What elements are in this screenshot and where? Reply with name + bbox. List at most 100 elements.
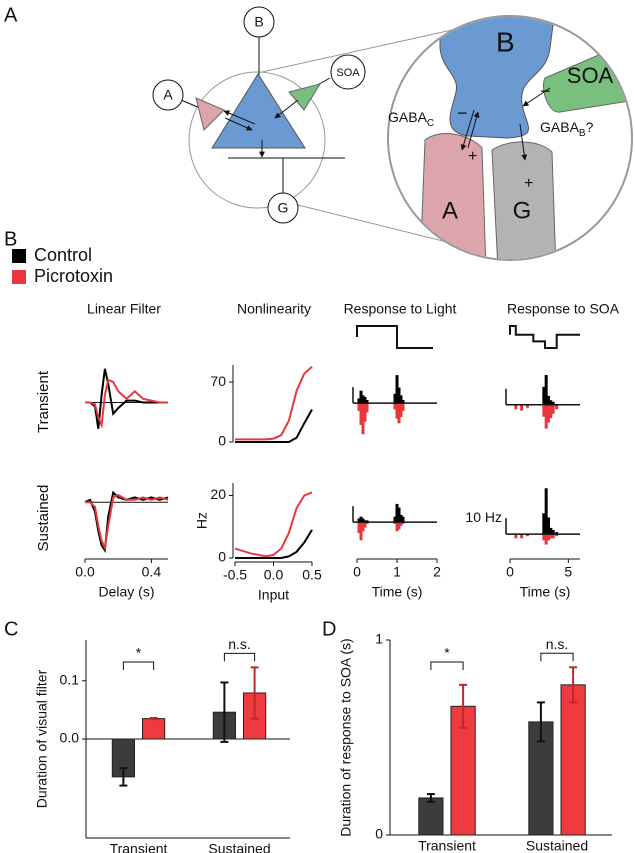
node bbox=[267, 192, 299, 224]
psth-bar bbox=[359, 390, 363, 404]
psth-bar bbox=[544, 488, 548, 535]
trace bbox=[235, 409, 313, 443]
psth-bar bbox=[542, 513, 546, 535]
row-label: Sustained bbox=[35, 485, 52, 552]
x-tick-label: 0 bbox=[353, 564, 361, 580]
trace bbox=[85, 493, 169, 552]
arrow bbox=[223, 110, 256, 125]
x-tick-label: Transient bbox=[110, 841, 168, 853]
y-tick-label: 0.0 bbox=[60, 730, 80, 746]
psth-bar bbox=[399, 522, 403, 526]
psth-bar bbox=[399, 514, 403, 523]
node bbox=[330, 54, 366, 90]
y-tick-label: 70 bbox=[210, 373, 226, 389]
y-axis-label: Duration of visual filter bbox=[34, 669, 50, 808]
psth-bar bbox=[357, 398, 361, 404]
bar bbox=[418, 797, 444, 836]
x-tick-label: 0.0 bbox=[264, 567, 284, 583]
psth-bar bbox=[393, 393, 397, 404]
x-tick-label: 1 bbox=[393, 564, 401, 580]
psth-bar bbox=[399, 403, 403, 418]
gaba-text: GABA bbox=[388, 109, 428, 125]
psth-bar bbox=[542, 386, 546, 405]
psth-bar bbox=[395, 522, 399, 532]
psth-bar bbox=[549, 534, 553, 539]
column-title: Response to SOA bbox=[507, 301, 620, 317]
psth-bar bbox=[547, 395, 550, 405]
connector bbox=[180, 99, 201, 109]
psth-bar bbox=[393, 522, 397, 524]
panel-label: C bbox=[4, 618, 18, 640]
node-label: G bbox=[513, 197, 532, 224]
y-axis-label: Duration of response to SOA (s) bbox=[338, 638, 354, 836]
psth-bar bbox=[551, 534, 555, 539]
scale-label: 10 Hz bbox=[465, 509, 502, 525]
gaba-label: GABAB? bbox=[540, 119, 594, 139]
y-axis-label: Hz bbox=[194, 512, 210, 529]
legend-swatch bbox=[12, 249, 26, 263]
column-title: Linear Filter bbox=[87, 301, 161, 317]
x-tick-label: Transient bbox=[418, 838, 476, 853]
psth-bar bbox=[401, 400, 405, 404]
trace bbox=[234, 491, 313, 558]
psth-bar bbox=[397, 507, 401, 523]
y-tick-label: 0 bbox=[218, 549, 226, 565]
significance-bracket bbox=[540, 652, 574, 662]
zoom-line bbox=[261, 25, 471, 73]
psth-bar bbox=[393, 516, 397, 523]
x-tick-label: 0.0 bbox=[75, 564, 95, 580]
psth-bar bbox=[361, 395, 365, 404]
x-tick-label: 5 bbox=[564, 564, 572, 580]
y-tick-label: 20 bbox=[210, 486, 226, 502]
node-label: B bbox=[496, 26, 515, 57]
panel-label: D bbox=[322, 618, 336, 640]
psth-bar bbox=[549, 404, 553, 419]
significance-bracket bbox=[430, 661, 464, 670]
psth-bar bbox=[395, 503, 399, 523]
bar bbox=[560, 684, 586, 836]
x-tick-label: 0 bbox=[506, 564, 514, 580]
psth-bar bbox=[357, 403, 361, 411]
significance-label: n.s. bbox=[228, 636, 251, 652]
arrow bbox=[467, 111, 480, 149]
psth-bar bbox=[520, 534, 524, 539]
psth-bar bbox=[357, 518, 361, 523]
gaba-subscript: B bbox=[579, 128, 586, 139]
psth-bar bbox=[393, 403, 397, 410]
node bbox=[243, 6, 275, 38]
node-label: G bbox=[278, 200, 289, 216]
psth-bar bbox=[401, 516, 405, 523]
psth-bar bbox=[551, 404, 555, 414]
gaba-suffix: ? bbox=[586, 119, 594, 135]
psth-bar bbox=[526, 404, 529, 408]
significance-label: * bbox=[444, 645, 450, 661]
psth-bar bbox=[357, 522, 361, 534]
psth-bar bbox=[397, 522, 401, 530]
cell-b bbox=[211, 73, 306, 149]
psth-bar bbox=[359, 516, 363, 523]
psth-bar bbox=[399, 395, 403, 404]
arrow bbox=[224, 117, 253, 131]
synapse-zoom: B SOA A G − + − + GABAC GABAB? bbox=[387, 15, 633, 261]
node-label: SOA bbox=[336, 67, 360, 79]
psth-bar bbox=[363, 403, 367, 422]
psth-bar bbox=[555, 404, 559, 410]
psth-bar bbox=[395, 375, 399, 404]
psth-bar bbox=[551, 529, 555, 535]
psth-bar bbox=[359, 403, 363, 425]
zoom-line bbox=[289, 202, 456, 245]
x-tick-label: -0.5 bbox=[223, 567, 247, 583]
arrow bbox=[519, 123, 528, 161]
psth-bar bbox=[397, 403, 401, 424]
x-tick-label: 2 bbox=[433, 564, 441, 580]
psth-bar bbox=[365, 520, 369, 523]
significance-label: n.s. bbox=[546, 636, 569, 652]
stimulus-trace bbox=[509, 325, 580, 349]
x-axis-label: Input bbox=[258, 587, 289, 603]
psth-bar bbox=[361, 522, 365, 532]
node-label: B bbox=[254, 14, 263, 30]
psth-bar bbox=[542, 404, 546, 417]
significance-bracket bbox=[122, 661, 155, 670]
panel-label: B bbox=[4, 228, 17, 250]
